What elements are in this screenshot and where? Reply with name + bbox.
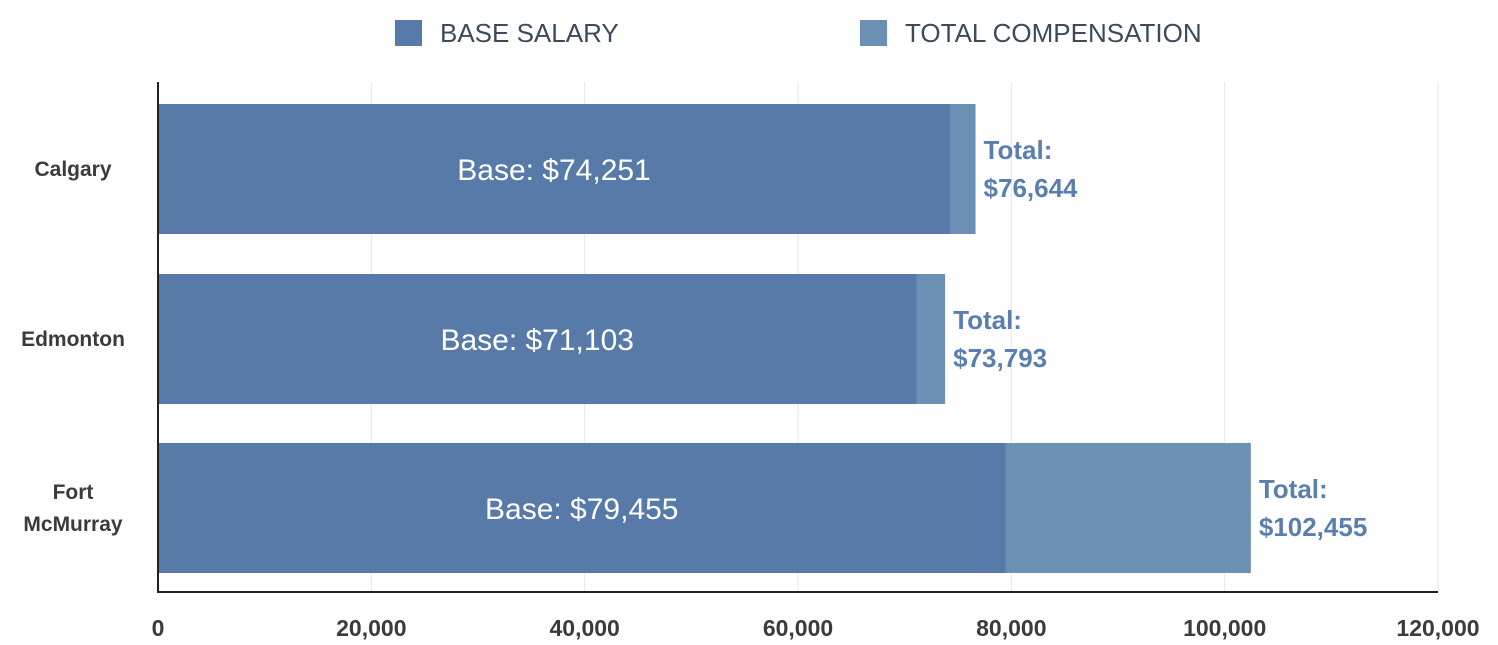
category-label: Edmonton bbox=[21, 328, 125, 351]
total-value-label: Total: $102,455 bbox=[1259, 474, 1367, 542]
base-value-label: Base: $71,103 bbox=[440, 324, 634, 357]
axes: 0 20,000 40,000 60,000 80,000 100,000 120,000 bbox=[152, 82, 1480, 641]
x-tick-label: 20,000 bbox=[336, 615, 406, 641]
legend-swatch bbox=[860, 20, 887, 46]
x-tick-label: 0 bbox=[152, 615, 165, 641]
category-label: Calgary bbox=[34, 158, 111, 181]
x-tick-label: 120,000 bbox=[1396, 615, 1479, 641]
x-tick-label: 40,000 bbox=[549, 615, 619, 641]
total-value-label: Total: $73,793 bbox=[953, 305, 1047, 373]
base-salary-bar bbox=[158, 274, 917, 404]
category-label: Fort McMurray bbox=[23, 481, 123, 536]
legend-label: TOTAL COMPENSATION bbox=[905, 18, 1202, 48]
base-salary-bar bbox=[158, 443, 1006, 573]
labels: Base: $74,251 Total: $76,644 Calgary Base: $… bbox=[21, 135, 1367, 542]
base-salary-bar bbox=[158, 104, 951, 234]
x-tick-label: 80,000 bbox=[976, 615, 1046, 641]
base-value-label: Base: $74,251 bbox=[457, 154, 651, 187]
legend-label: BASE SALARY bbox=[440, 18, 619, 48]
legend: BASE SALARY TOTAL COMPENSATION bbox=[395, 18, 1202, 48]
x-tick-label: 100,000 bbox=[1183, 615, 1266, 641]
total-value-label: Total: $76,644 bbox=[984, 135, 1079, 203]
base-value-label: Base: $79,455 bbox=[485, 493, 679, 526]
x-tick-label: 60,000 bbox=[763, 615, 833, 641]
legend-swatch bbox=[395, 20, 422, 46]
bars bbox=[158, 104, 1251, 573]
